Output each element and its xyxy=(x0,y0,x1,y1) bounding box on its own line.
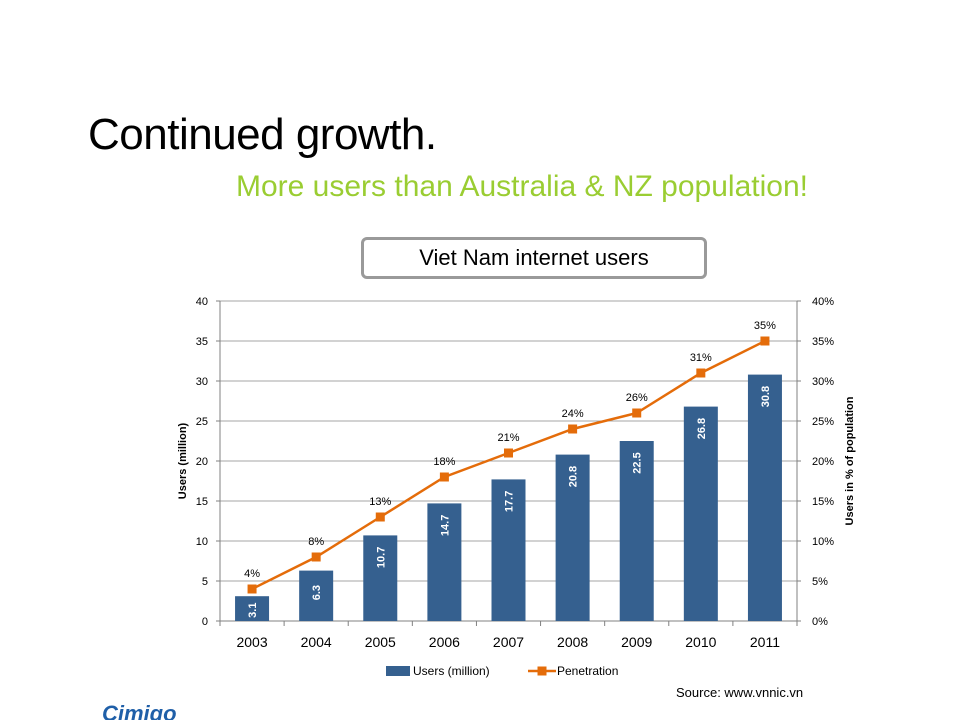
y2-tick-label: 10% xyxy=(812,536,834,548)
bar xyxy=(491,479,526,621)
y-tick-label: 10 xyxy=(196,536,208,548)
line-marker xyxy=(504,448,513,458)
line-data-label: 21% xyxy=(497,432,519,444)
x-tick-label: 2003 xyxy=(236,634,267,650)
legend-label-users: Users (million) xyxy=(413,664,490,678)
slide-title: Continued growth. xyxy=(88,110,437,159)
y-tick-label: 30 xyxy=(196,376,208,388)
x-tick-label: 2008 xyxy=(557,634,588,650)
line-data-label: 31% xyxy=(690,352,712,364)
bar xyxy=(555,454,590,621)
x-tick-label: 2007 xyxy=(493,634,524,650)
slide-subtitle: More users than Australia & NZ populatio… xyxy=(236,170,808,203)
bar xyxy=(363,535,398,621)
bar-data-label: 14.7 xyxy=(439,515,451,536)
bar-data-label: 10.7 xyxy=(375,547,387,568)
line-marker xyxy=(696,368,706,378)
bar-data-label: 6.3 xyxy=(311,585,323,600)
line-data-label: 18% xyxy=(433,456,455,468)
chart-title: Viet Nam internet users xyxy=(361,237,707,279)
legend-swatch-users xyxy=(386,666,410,676)
line-marker xyxy=(632,408,642,418)
y-tick-label: 20 xyxy=(196,456,208,468)
y2-tick-label: 15% xyxy=(812,496,834,508)
line-data-label: 8% xyxy=(308,536,324,548)
y2-tick-label: 0% xyxy=(812,616,828,628)
x-tick-label: 2011 xyxy=(750,634,780,650)
y2-tick-label: 40% xyxy=(812,296,834,308)
line-marker xyxy=(375,512,385,522)
bar xyxy=(235,596,270,621)
line-data-label: 4% xyxy=(244,568,260,580)
bar-data-label: 22.5 xyxy=(632,452,644,473)
line-data-label: 26% xyxy=(626,392,648,404)
y-tick-label: 25 xyxy=(196,416,208,428)
line-data-label: 13% xyxy=(369,496,391,508)
legend-label-penetration: Penetration xyxy=(557,664,618,678)
line-marker xyxy=(311,552,321,562)
bar-data-label: 26.8 xyxy=(696,418,708,439)
y2-tick-label: 30% xyxy=(812,376,834,388)
bar-data-label: 20.8 xyxy=(568,466,580,487)
y2-tick-label: 5% xyxy=(812,576,828,588)
y-tick-label: 15 xyxy=(196,496,208,508)
line-marker xyxy=(760,336,770,346)
line-marker xyxy=(247,584,257,594)
line-marker xyxy=(568,424,578,434)
bar-data-label: 30.8 xyxy=(760,386,772,407)
y-tick-label: 35 xyxy=(196,336,208,348)
line-marker xyxy=(439,472,449,482)
bar xyxy=(747,374,782,621)
y2-tick-label: 35% xyxy=(812,336,834,348)
line-data-label: 35% xyxy=(754,320,776,332)
y2-tick-label: 25% xyxy=(812,416,834,428)
bar-data-label: 3.1 xyxy=(247,603,259,618)
y-tick-label: 40 xyxy=(196,296,208,308)
y2-axis-label: Users in % of population xyxy=(844,396,856,525)
y-axis-label: Users (million) xyxy=(177,422,189,499)
bar xyxy=(427,503,462,621)
line-data-label: 24% xyxy=(562,408,584,420)
y-tick-label: 0 xyxy=(202,616,208,628)
bar xyxy=(299,570,334,621)
source-note: Source: www.vnnic.vn xyxy=(676,685,804,700)
bar xyxy=(683,406,718,621)
legend-swatch-penetration-marker xyxy=(537,666,547,676)
x-tick-label: 2006 xyxy=(429,634,460,650)
bar-data-label: 17.7 xyxy=(504,491,516,512)
x-tick-label: 2010 xyxy=(685,634,716,650)
y2-tick-label: 20% xyxy=(812,456,834,468)
x-tick-label: 2009 xyxy=(621,634,652,650)
y-tick-label: 5 xyxy=(202,576,208,588)
brand-logo: Cimigo xyxy=(102,702,177,720)
bar xyxy=(619,441,654,621)
x-tick-label: 2005 xyxy=(365,634,396,650)
x-tick-label: 2004 xyxy=(301,634,332,650)
